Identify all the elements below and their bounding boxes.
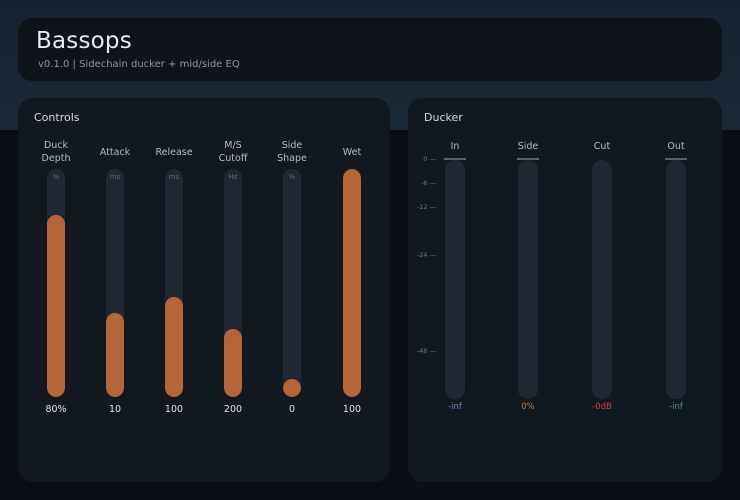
db-scale-tick: -24 —: [416, 251, 436, 259]
ms-cutoff-unit: Hz: [228, 173, 238, 181]
db-scale-tick: -48 —: [416, 347, 436, 355]
meter-side-track: [518, 160, 538, 399]
wet-label: Wet: [342, 146, 362, 158]
controls-panel-title: Controls: [34, 111, 80, 124]
db-scale-tick: 0 —: [423, 155, 436, 163]
meter-cut-value: -0dB: [592, 402, 612, 412]
side-shape-slider[interactable]: %: [283, 169, 301, 397]
ducker-panel-title: Ducker: [424, 111, 463, 124]
meter-in-label: In: [450, 141, 460, 152]
db-scale-tick: -12 —: [416, 203, 436, 211]
release-value: 100: [164, 404, 184, 415]
app-header: Bassops v0.1.0 | Sidechain ducker + mid/…: [18, 18, 722, 81]
attack-label: Attack: [99, 146, 131, 158]
release-label: Release: [155, 146, 193, 158]
meter-in-track: [445, 160, 465, 399]
meter-out-track: [666, 160, 686, 399]
attack-slider[interactable]: ms: [106, 169, 124, 397]
duck-depth-label: Duck Depth: [41, 140, 71, 164]
meter-out-value: -inf: [669, 402, 683, 412]
meter-side-label: Side: [517, 141, 539, 152]
duck-depth-value: 80%: [45, 404, 67, 415]
ms-cutoff-slider[interactable]: Hz: [224, 169, 242, 397]
attack-value: 10: [108, 404, 122, 415]
attack-unit: ms: [109, 173, 121, 181]
release-slider[interactable]: ms: [165, 169, 183, 397]
wet-fill: [343, 169, 361, 397]
meter-cut-track: [592, 160, 612, 399]
side-shape-fill: [283, 379, 301, 397]
duck-depth-fill: [47, 215, 65, 397]
app-subtitle: v0.1.0 | Sidechain ducker + mid/side EQ: [38, 59, 240, 70]
duck-depth-slider[interactable]: %: [47, 169, 65, 397]
side-shape-value: 0: [288, 404, 296, 415]
wet-slider[interactable]: [343, 169, 361, 397]
controls-panel: Controls Duck Depth % 80% Attack ms 10 R…: [18, 98, 390, 482]
side-shape-unit: %: [288, 173, 296, 181]
duck-depth-unit: %: [52, 173, 60, 181]
meter-out-peak-marker: [665, 158, 687, 160]
meter-side-value: 0%: [521, 402, 535, 412]
meter-cut-label: Cut: [593, 141, 611, 152]
release-fill: [165, 297, 183, 397]
meter-in-peak-marker: [444, 158, 466, 160]
release-unit: ms: [168, 173, 180, 181]
meter-side-peak-marker: [517, 158, 539, 160]
db-scale-tick: -6 —: [420, 179, 436, 187]
ms-cutoff-label: M/S Cutoff: [218, 140, 248, 164]
meter-out-label: Out: [667, 141, 685, 152]
attack-fill: [106, 313, 124, 397]
wet-value: 100: [342, 404, 362, 415]
side-shape-label: Side Shape: [277, 140, 307, 164]
ms-cutoff-value: 200: [223, 404, 243, 415]
meter-in-value: -inf: [448, 402, 462, 412]
ms-cutoff-fill: [224, 329, 242, 397]
ducker-panel: Ducker 0 — -6 — -12 — -24 — -48 — In -in…: [408, 98, 722, 482]
app-title: Bassops: [36, 28, 132, 54]
